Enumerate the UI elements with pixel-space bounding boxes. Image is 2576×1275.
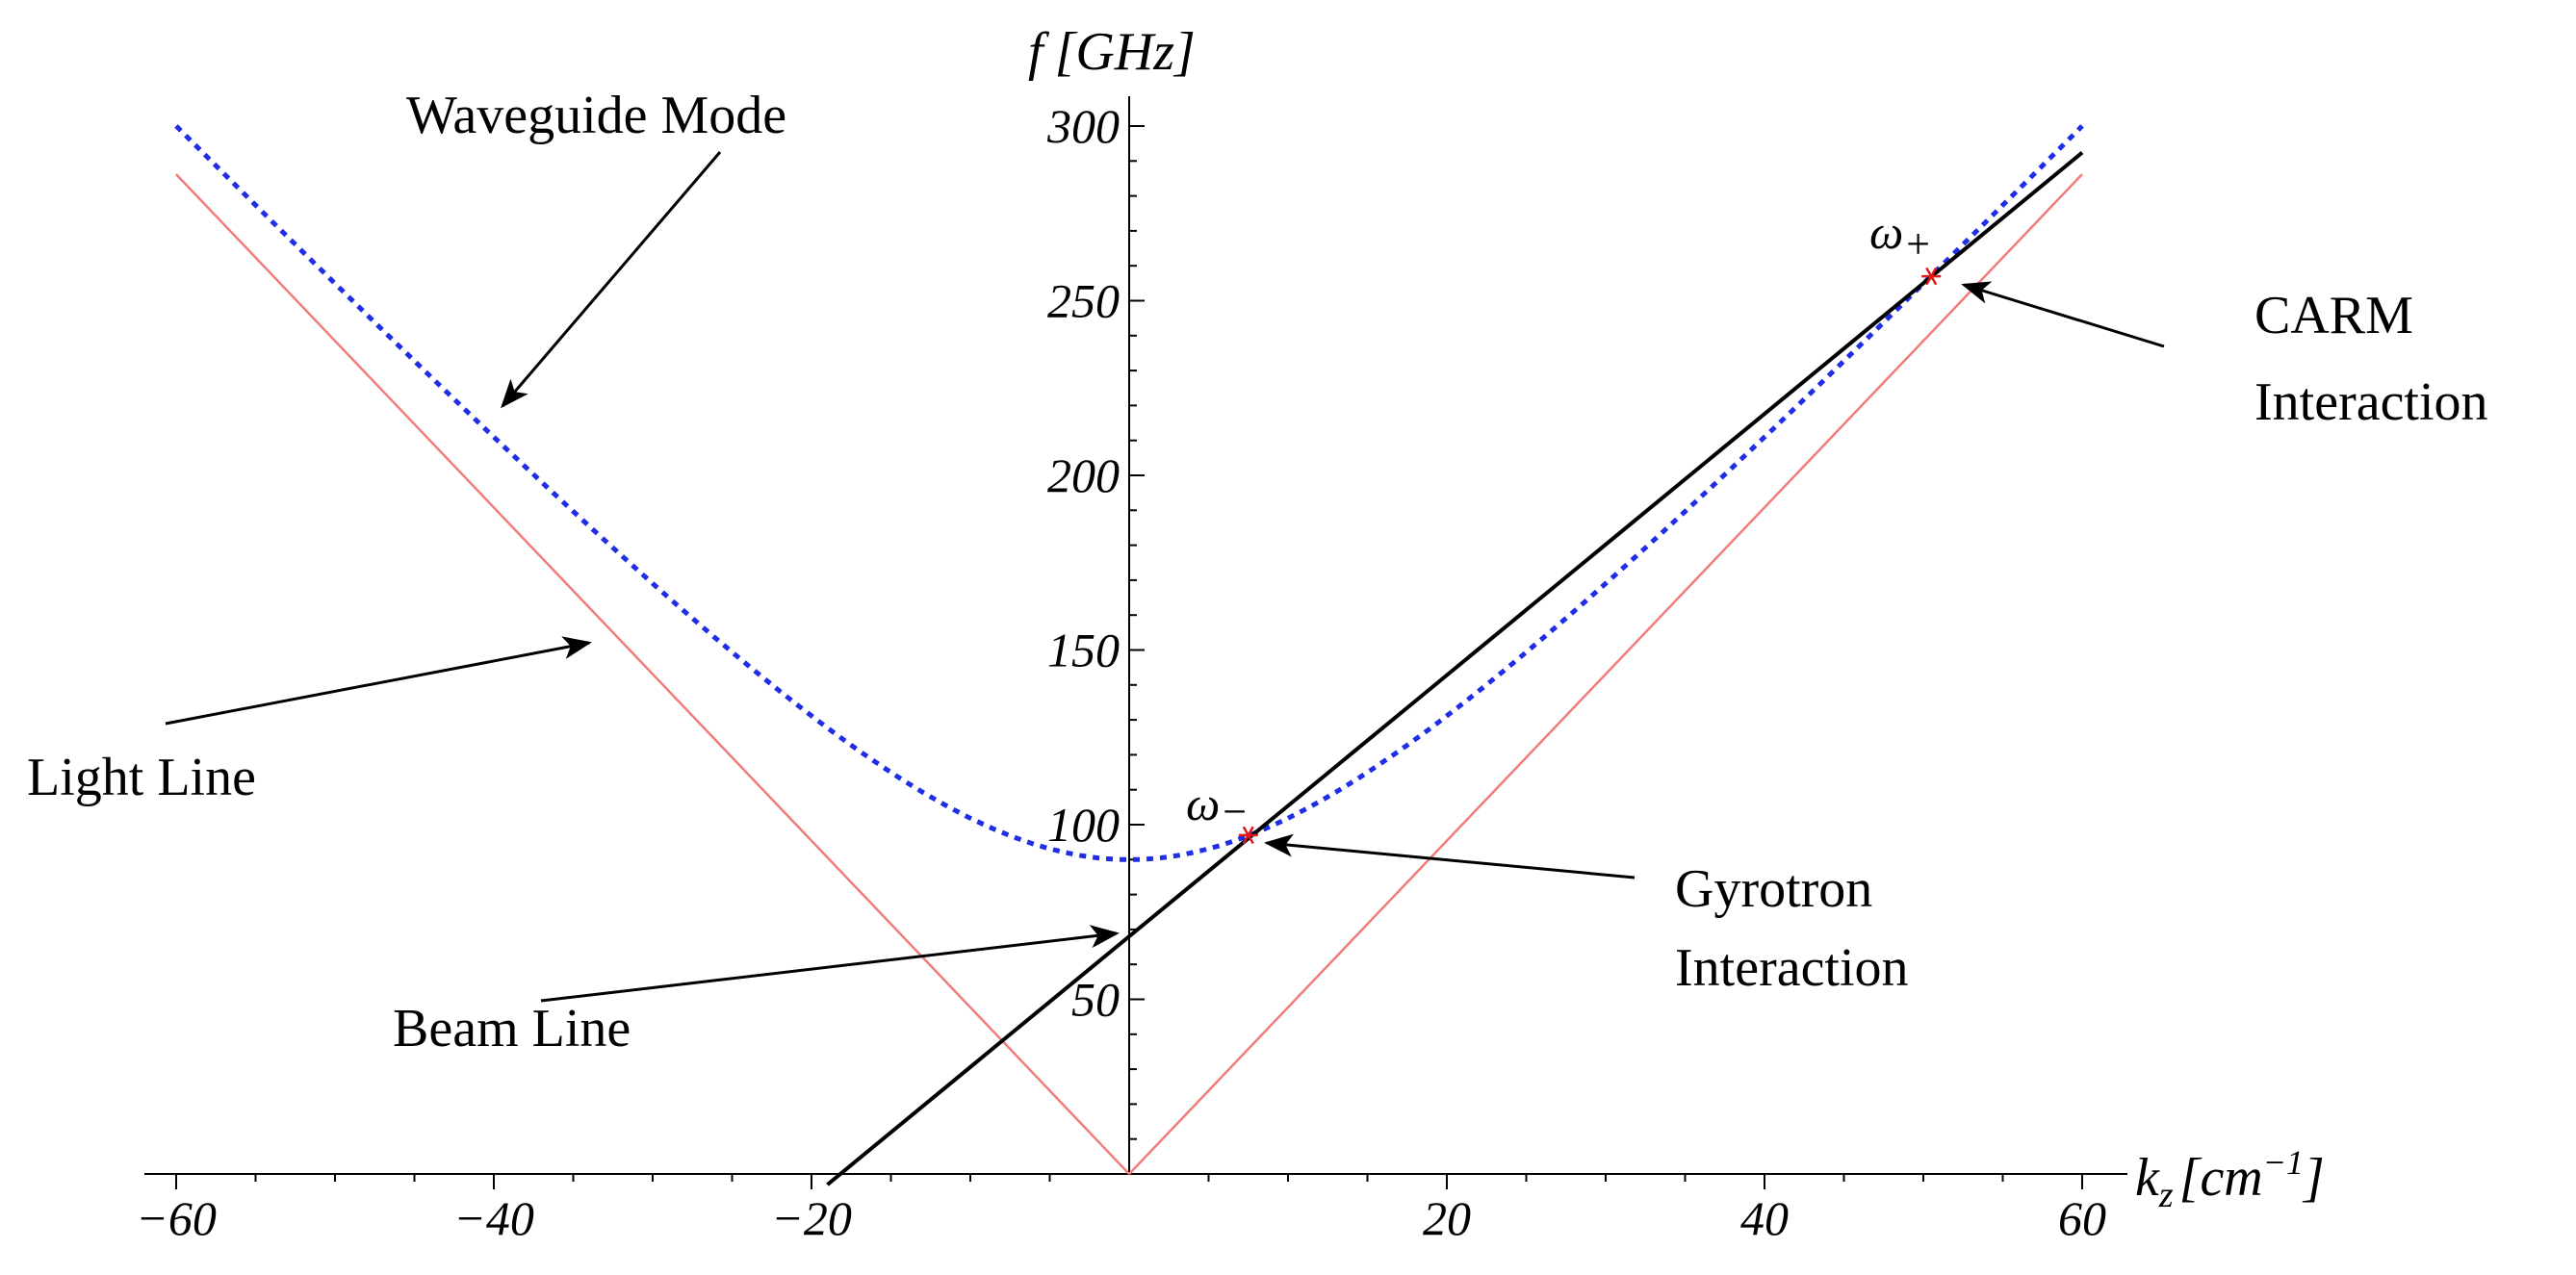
omega-minus-point xyxy=(1238,826,1258,845)
x-tick-label: −40 xyxy=(453,1191,534,1245)
omega-minus-sub: − xyxy=(1220,788,1249,835)
beam-line-text: Beam Line xyxy=(393,999,631,1058)
gyrotron-arrow xyxy=(1264,833,1636,880)
beam-line-arrow xyxy=(540,925,1120,1003)
x-axis-base: k xyxy=(2135,1148,2160,1208)
light-line-left xyxy=(175,173,1130,1175)
x-axis-title: kz [cm−1] xyxy=(2135,1143,2325,1215)
y-tick-label: 50 xyxy=(1071,973,1120,1027)
y-axis-title: f [GHz] xyxy=(1028,22,1196,82)
omega-plus-label: ω+ xyxy=(1869,205,1932,268)
y-axis-symbol: f xyxy=(1028,22,1050,82)
omega-plus-base: ω xyxy=(1869,205,1903,259)
point-marker-stroke xyxy=(1925,267,1938,286)
waveguide-mode-arrow xyxy=(501,151,722,409)
x-axis-unit-close: ] xyxy=(2302,1148,2325,1208)
omega-plus-sub: + xyxy=(1903,220,1932,268)
x-axis-unit-open: [cm xyxy=(2179,1148,2263,1208)
x-tick-labels: −60 −40 −20 20 40 60 xyxy=(136,1191,2106,1245)
y-ticks xyxy=(1129,125,1145,1140)
x-tick-label: −60 xyxy=(136,1191,217,1245)
y-tick-label: 100 xyxy=(1047,798,1120,852)
x-axis-unit-sup: −1 xyxy=(2263,1143,2304,1182)
y-tick-label: 300 xyxy=(1046,99,1120,153)
light-line-text: Light Line xyxy=(27,748,256,807)
x-tick-label: −20 xyxy=(771,1191,852,1245)
axes xyxy=(144,96,2127,1175)
carm-arrow xyxy=(1961,281,2165,348)
gyrotron-text-line1: Gyrotron xyxy=(1675,859,1872,919)
x-ticks xyxy=(175,1174,2083,1189)
light-line-right xyxy=(1128,173,2083,1175)
carm-text-line2: Interaction xyxy=(2254,372,2488,432)
y-tick-label: 250 xyxy=(1047,274,1120,328)
omega-minus-base: ω xyxy=(1186,777,1220,830)
x-tick-label: 60 xyxy=(2058,1191,2106,1245)
y-tick-label: 200 xyxy=(1047,448,1120,502)
x-tick-label: 20 xyxy=(1423,1191,1471,1245)
y-tick-labels: 50 100 150 200 250 300 xyxy=(1046,99,1120,1027)
y-axis-unit: [GHz] xyxy=(1055,22,1196,82)
omega-plus-point xyxy=(1921,267,1942,286)
carm-text-line1: CARM xyxy=(2254,286,2413,345)
x-tick-label: 40 xyxy=(1740,1191,1789,1245)
waveguide-mode-text: Waveguide Mode xyxy=(406,86,786,145)
waveguide-mode-curve xyxy=(174,124,2084,862)
light-line-arrow xyxy=(165,636,592,726)
point-marker-stroke xyxy=(1242,826,1254,845)
gyrotron-text-line2: Interaction xyxy=(1675,938,1909,998)
omega-minus-label: ω− xyxy=(1186,777,1249,835)
x-axis-sub: z xyxy=(2158,1175,2174,1215)
y-tick-label: 150 xyxy=(1047,624,1120,677)
beam-line xyxy=(826,151,2084,1186)
